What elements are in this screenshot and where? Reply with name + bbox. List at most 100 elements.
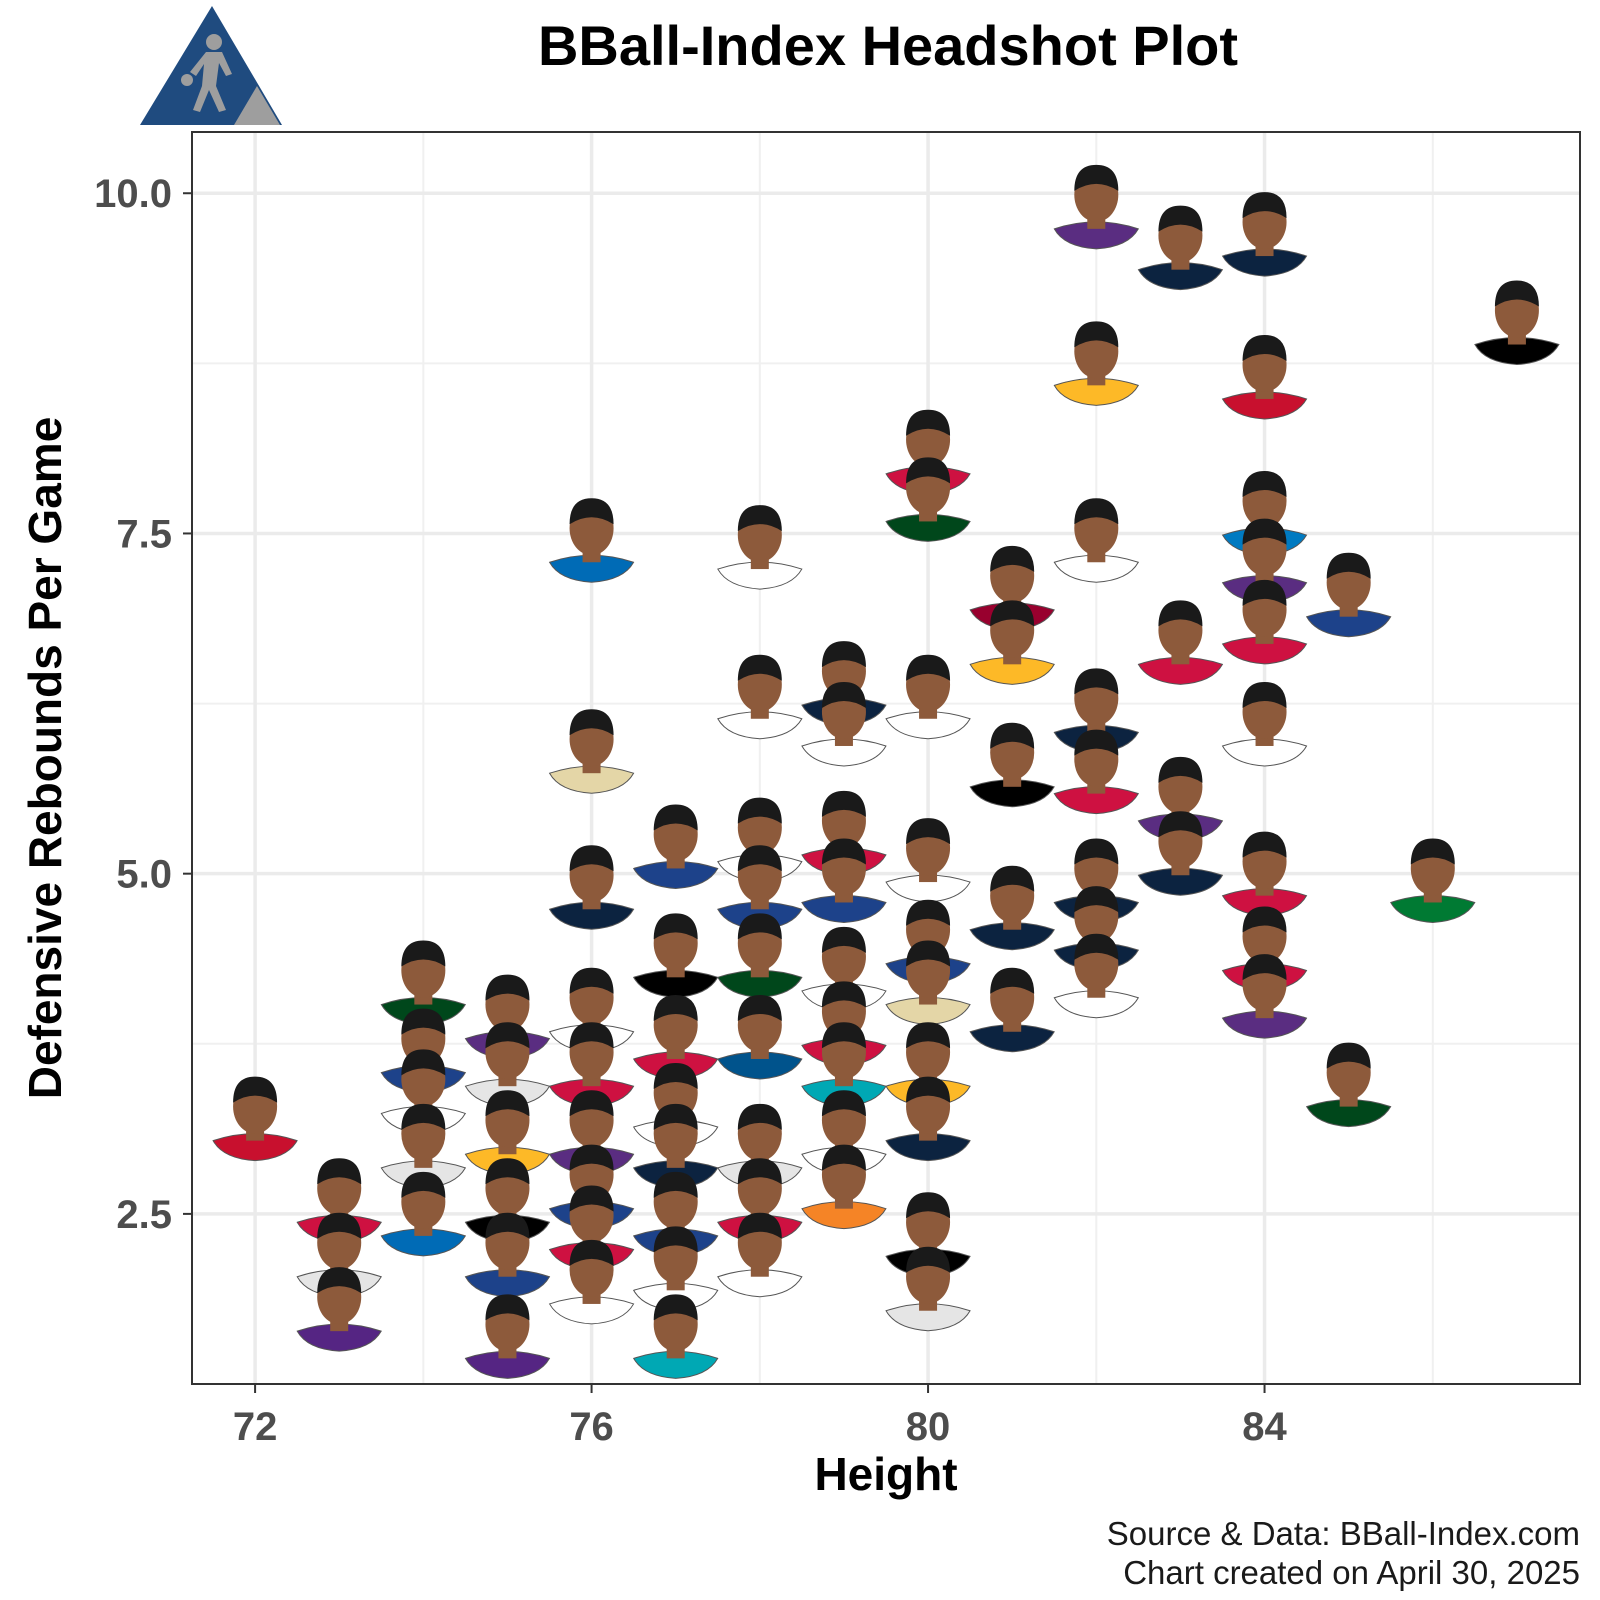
player-headshot-point [969,722,1055,808]
player-hair [401,1103,446,1130]
player-hair [737,505,782,532]
player-headshot-point [380,1171,467,1257]
bball-index-logo [140,6,282,125]
player-headshot-point [885,1076,971,1162]
player-hair [737,845,782,872]
player-headshot-point [717,913,803,998]
logo-grey-triangle [234,86,280,125]
player-headshot-point [1221,831,1308,917]
player-hair [485,1090,530,1117]
player-hair [990,600,1035,627]
player-headshot-point [380,940,467,1026]
x-axis-title: Height [814,1448,957,1500]
player-hair [737,1158,782,1185]
player-hair [737,797,782,824]
player-hair [821,981,866,1008]
headshot-markers [212,164,1560,1379]
player-headshot-point [969,600,1055,685]
player-hair [569,1090,614,1117]
player-hair [485,1022,530,1049]
player-hair [1494,280,1539,307]
player-hair [906,409,951,436]
player-hair [1242,906,1287,933]
player-hair [1074,321,1119,348]
player-hair [1158,811,1203,838]
player-hair [233,1076,278,1103]
player-headshot-point [1053,164,1140,250]
player-headshot-point [1221,192,1308,277]
player-hair [906,1192,951,1219]
player-hair [401,1171,446,1198]
player-hair [906,818,951,845]
player-headshot-point [1053,933,1140,1019]
player-hair [401,1008,446,1035]
player-headshot-point [1221,681,1308,767]
player-hair [1074,933,1119,960]
y-axis: 2.5 5.0 7.5 10.0 [94,172,192,1237]
gridlines [192,132,1580,1384]
player-headshot-point [380,1103,467,1189]
player-hair [1074,838,1119,865]
player-hair [653,994,698,1021]
player-headshot-point [801,838,887,923]
player-hair [821,838,866,865]
player-headshot-point [717,1212,803,1298]
y-tick-label: 2.5 [116,1193,172,1237]
player-headshot-point [969,865,1055,951]
player-headshot-point [717,505,803,590]
player-headshot-point [1137,600,1224,685]
player-headshot-point [1221,579,1308,665]
player-headshot-point [632,994,719,1080]
player-hair [569,1185,614,1212]
player-hair [1326,1042,1371,1069]
x-tick-label: 72 [233,1405,278,1449]
player-hair [821,1144,866,1171]
player-hair [485,1158,530,1185]
x-tick-label: 80 [906,1405,951,1449]
player-hair [990,967,1035,994]
y-tick-label: 5.0 [116,853,172,897]
player-headshot-point [548,709,635,794]
player-headshot-point [1221,954,1308,1039]
player-headshot-point [1474,280,1560,366]
player-headshot-point [464,1294,551,1379]
player-hair [821,1090,866,1117]
player-hair [317,1212,362,1239]
player-hair [485,1294,530,1321]
player-hair [1158,756,1203,783]
player-hair [401,1049,446,1076]
y-axis-title: Defensive Rebounds Per Game [19,417,71,1100]
player-headshot-point [885,1246,971,1332]
x-axis: 72 76 80 84 [233,1384,1288,1449]
y-tick-label: 7.5 [116,512,172,556]
player-headshot-point [1053,321,1140,406]
x-tick-label: 84 [1242,1405,1287,1449]
player-hair [737,913,782,940]
player-headshot-point [212,1076,298,1162]
player-hair [821,641,866,668]
player-hair [1410,838,1455,865]
player-hair [653,1171,698,1198]
player-hair [1074,668,1119,695]
player-hair [906,457,951,484]
player-hair [821,926,866,953]
player-headshot-point [885,818,971,903]
player-headshot-point [548,1022,635,1107]
chart-title: BBall-Index Headshot Plot [538,14,1238,77]
player-hair [1158,205,1203,232]
player-hair [906,1076,951,1103]
player-headshot-point [801,1144,887,1230]
player-hair [1242,334,1287,361]
player-hair [569,845,614,872]
source-caption: Source & Data: BBall-Index.com [1107,1515,1580,1552]
player-hair [737,654,782,681]
player-hair [821,790,866,817]
player-headshot-point [1390,838,1476,923]
player-headshot-point [885,654,971,740]
player-hair [1242,192,1287,219]
panel-border [191,131,1581,1385]
player-hair [1158,600,1203,627]
player-hair [569,1144,614,1171]
player-hair [906,1022,951,1049]
